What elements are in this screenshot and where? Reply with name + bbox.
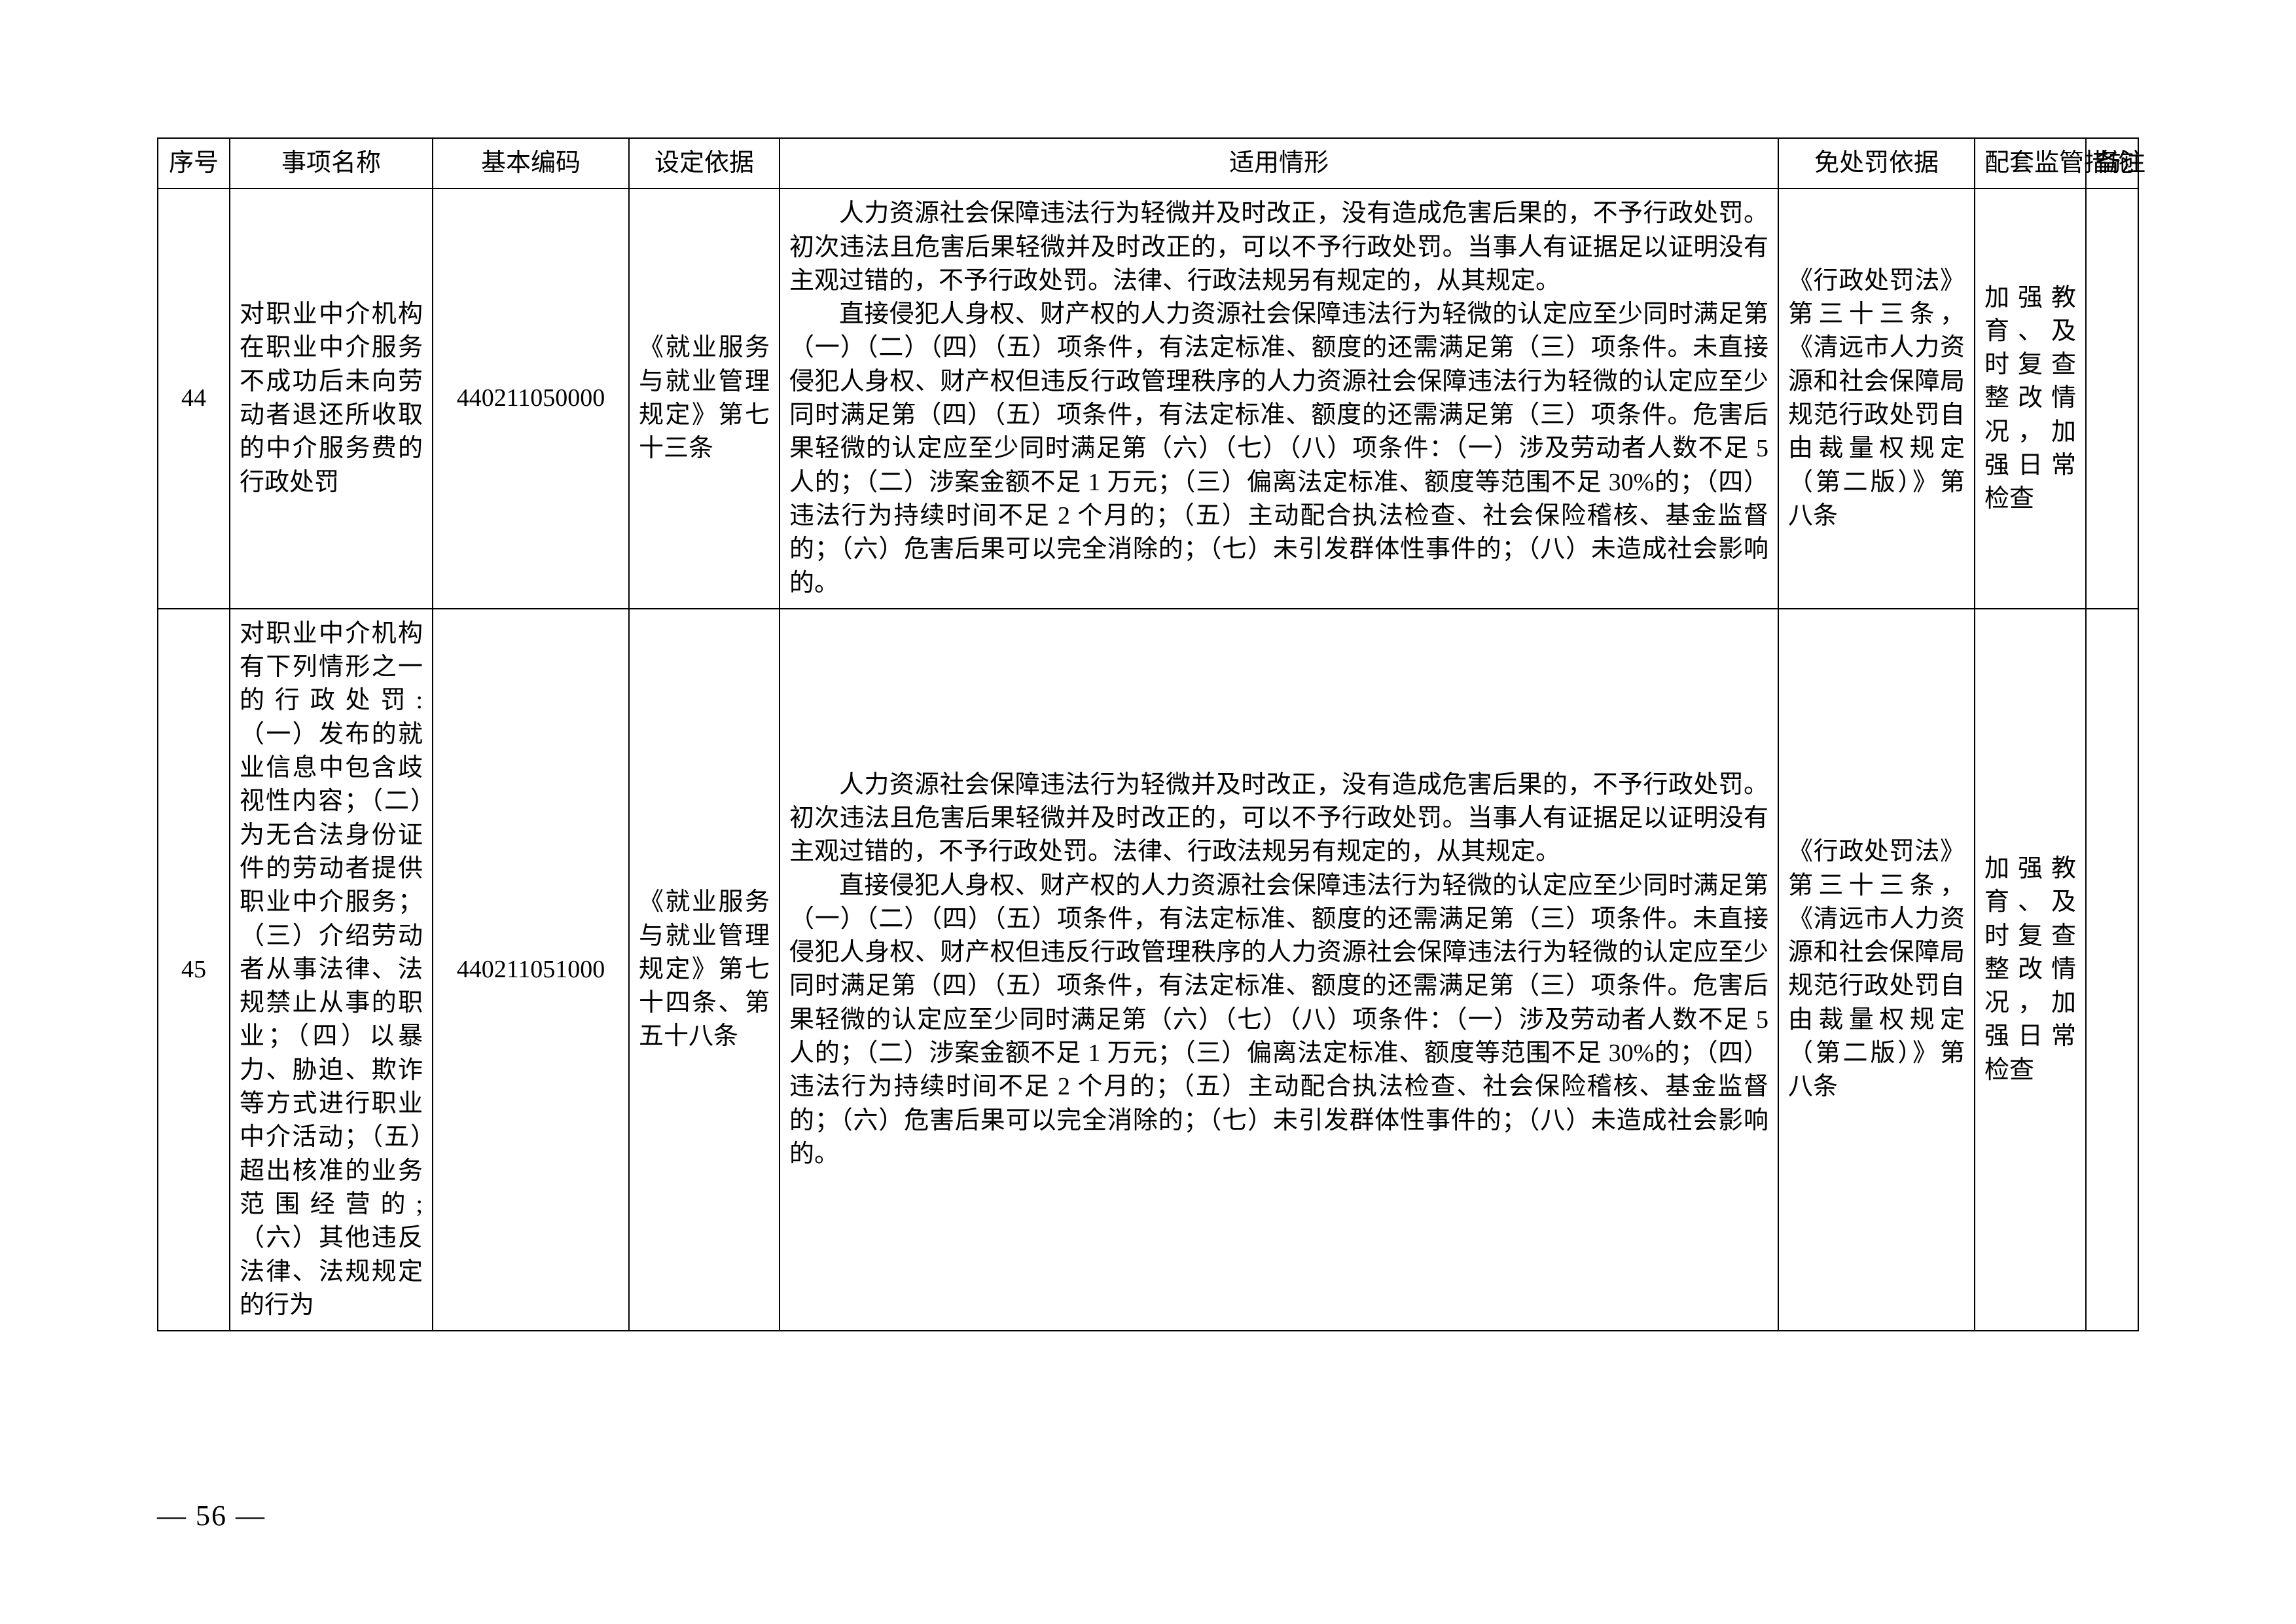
col-exempt: 免处罚依据 — [1778, 138, 1975, 189]
col-code: 基本编码 — [433, 138, 629, 189]
cell-code: 440211050000 — [433, 189, 629, 609]
page: 序号 事项名称 基本编码 设定依据 适用情形 免处罚依据 配套监管措施 备注 4… — [0, 0, 2296, 1624]
col-meas: 配套监管措施 — [1975, 138, 2086, 189]
table-row: 45 对职业中介机构有下列情形之一的行政处罚:（一）发布的就业信息中包含歧视性内… — [158, 609, 2138, 1331]
table-row: 44 对职业中介机构在职业中介服务不成功后未向劳动者退还所收取的中介服务费的行政… — [158, 189, 2138, 609]
situ-para-2: 直接侵犯人身权、财产权的人力资源社会保障违法行为轻微的认定应至少同时满足第（一）… — [789, 869, 1768, 1172]
situ-para-1: 人力资源社会保障违法行为轻微并及时改正，没有造成危害后果的，不予行政处罚。初次违… — [789, 768, 1768, 869]
cell-exempt: 《行政处罚法》第三十三条，《清远市人力资源和社会保障局规范行政处罚自由裁量权规定… — [1778, 189, 1975, 609]
cell-note — [2086, 609, 2138, 1331]
cell-name: 对职业中介机构有下列情形之一的行政处罚:（一）发布的就业信息中包含歧视性内容；（… — [230, 609, 433, 1331]
col-name: 事项名称 — [230, 138, 433, 189]
cell-code: 440211051000 — [433, 609, 629, 1331]
cell-note — [2086, 189, 2138, 609]
col-situ: 适用情形 — [780, 138, 1778, 189]
situ-para-2: 直接侵犯人身权、财产权的人力资源社会保障违法行为轻微的认定应至少同时满足第（一）… — [789, 298, 1768, 600]
cell-exempt: 《行政处罚法》第三十三条，《清远市人力资源和社会保障局规范行政处罚自由裁量权规定… — [1778, 609, 1975, 1331]
cell-seq: 45 — [158, 609, 230, 1331]
cell-meas: 加强教育、及时复查整改情况，加强日常检查 — [1975, 189, 2086, 609]
regulation-table: 序号 事项名称 基本编码 设定依据 适用情形 免处罚依据 配套监管措施 备注 4… — [157, 137, 2139, 1331]
cell-basis: 《就业服务与就业管理规定》第七十四条、第五十八条 — [629, 609, 780, 1331]
cell-situ: 人力资源社会保障违法行为轻微并及时改正，没有造成危害后果的，不予行政处罚。初次违… — [780, 189, 1778, 609]
table-header-row: 序号 事项名称 基本编码 设定依据 适用情形 免处罚依据 配套监管措施 备注 — [158, 138, 2138, 189]
cell-name: 对职业中介机构在职业中介服务不成功后未向劳动者退还所收取的中介服务费的行政处罚 — [230, 189, 433, 609]
cell-situ: 人力资源社会保障违法行为轻微并及时改正，没有造成危害后果的，不予行政处罚。初次违… — [780, 609, 1778, 1331]
cell-basis: 《就业服务与就业管理规定》第七十三条 — [629, 189, 780, 609]
situ-para-1: 人力资源社会保障违法行为轻微并及时改正，没有造成危害后果的，不予行政处罚。初次违… — [789, 197, 1768, 298]
col-seq: 序号 — [158, 138, 230, 189]
col-basis: 设定依据 — [629, 138, 780, 189]
page-number: — 56 — — [157, 1499, 266, 1532]
cell-seq: 44 — [158, 189, 230, 609]
cell-meas: 加强教育、及时复查整改情况，加强日常检查 — [1975, 609, 2086, 1331]
